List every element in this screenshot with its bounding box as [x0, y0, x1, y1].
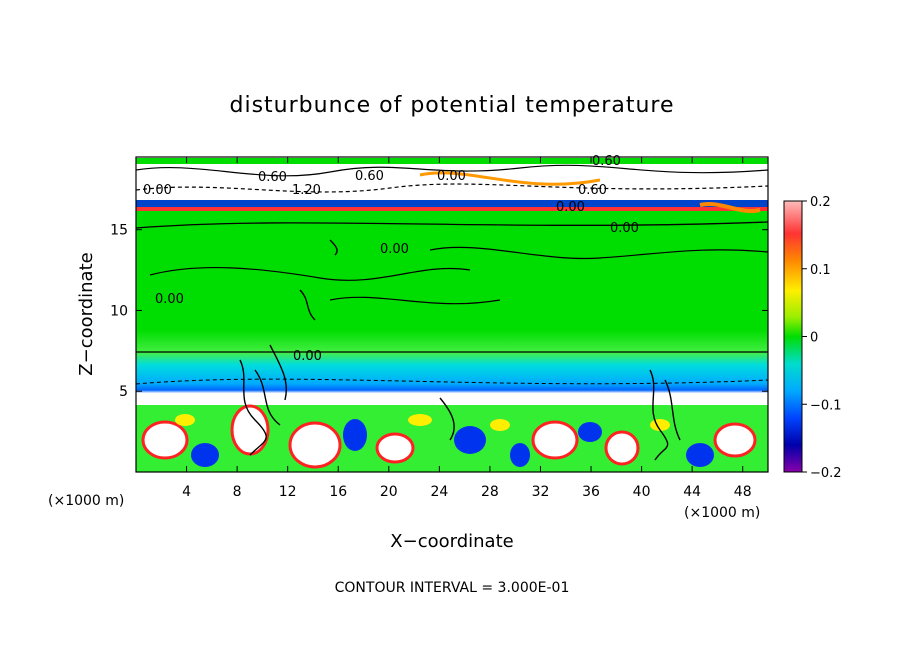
y-axis-label: Z−coordinate [76, 252, 97, 375]
y-tick-label: 5 [119, 384, 128, 400]
contour-label: 0.00 [143, 183, 172, 198]
x-unit-label-right: (×1000 m) [684, 505, 760, 521]
contour-label: 0.60 [592, 154, 621, 169]
contour-interval-note: CONTOUR INTERVAL = 3.000E-01 [335, 580, 570, 596]
x-tick-label: 12 [279, 484, 297, 500]
x-tick-label: 24 [430, 484, 448, 500]
x-tick-label: 28 [481, 484, 499, 500]
contour-label: 0.00 [293, 349, 322, 364]
colorbar-tick-label: −0.2 [810, 466, 842, 481]
x-tick-label: 48 [734, 484, 752, 500]
x-tick-label: 8 [233, 484, 242, 500]
y-axis: 5 10 15 [110, 223, 768, 400]
colorbar-scale [783, 200, 803, 473]
x-tick-label: 20 [380, 484, 398, 500]
x-tick-label: 32 [532, 484, 550, 500]
contour-label: 1.20 [292, 183, 321, 198]
colorbar-tick-label: −0.1 [810, 398, 842, 413]
contour-label: 0.00 [556, 200, 585, 215]
chart-title: disturbunce of potential temperature [230, 93, 675, 118]
y-tick-label: 15 [110, 223, 128, 239]
contour-label: 0.60 [578, 183, 607, 198]
plot-frame [135, 156, 769, 473]
x-axis-label: X−coordinate [390, 531, 513, 552]
colorbar: 0.2 0.1 0 −0.1 −0.2 [783, 195, 842, 481]
colorbar-tick-label: 0 [810, 331, 818, 346]
x-tick-label: 36 [582, 484, 600, 500]
y-tick-label: 10 [110, 303, 128, 319]
contour-label: 0.60 [258, 170, 287, 185]
contour-label: 0.00 [380, 242, 409, 257]
x-unit-label-left: (×1000 m) [48, 493, 124, 509]
contour-label: 0.00 [610, 221, 639, 236]
x-axis: 4 8 12 16 20 24 28 32 36 40 44 48 [182, 157, 752, 500]
contour-labels: 0.60 0.00 0.60 1.20 0.60 0.00 0.60 0.00 … [143, 154, 639, 364]
plot-area [136, 157, 768, 472]
x-tick-label: 44 [683, 484, 701, 500]
x-tick-label: 16 [329, 484, 347, 500]
colorbar-tick-label: 0.2 [810, 195, 831, 210]
contour-label: 0.60 [355, 169, 384, 184]
x-tick-label: 4 [182, 484, 191, 500]
x-tick-label: 40 [633, 484, 651, 500]
colorbar-tick-label: 0.1 [810, 263, 831, 278]
contour-label: 0.00 [155, 292, 184, 307]
contour-label: 0.00 [437, 169, 466, 184]
